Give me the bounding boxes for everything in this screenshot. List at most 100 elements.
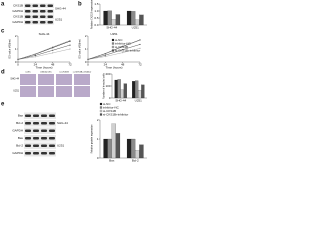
legend-swatch (99, 102, 103, 106)
bar (111, 19, 116, 26)
bar (138, 90, 142, 99)
y-tick-label: 2 (85, 34, 87, 38)
legend-label: si-NC (103, 102, 111, 106)
x-tick-label: 72 (138, 62, 142, 66)
line (87, 44, 141, 60)
y-tick-label: 0.5 (94, 16, 99, 20)
point (52, 49, 54, 51)
panel-letter: c (1, 29, 5, 35)
blot-band (25, 137, 31, 140)
blot-band (33, 137, 39, 140)
y-axis-label: Number of invaded cells (103, 72, 106, 98)
blot-band (49, 114, 55, 117)
y-tick-label: 0 (109, 96, 111, 100)
y-tick-label: 1.5 (94, 2, 99, 6)
blot-row-label: GAPDH (12, 9, 23, 13)
blot-strip (24, 142, 56, 149)
y-tick-label: 1 (85, 47, 87, 51)
point (122, 52, 124, 54)
panel-letter: e (1, 102, 5, 108)
legend-label: si-CKS1B (115, 45, 128, 49)
x-tick-label: U251 (132, 25, 140, 29)
blot-band (40, 10, 46, 13)
panel-letter: d (1, 70, 5, 76)
blot-band (41, 152, 47, 155)
y-tick-label: 1 (15, 47, 17, 51)
blot-band (47, 10, 53, 13)
blot-band (25, 122, 31, 125)
x-tick-label: 0 (87, 62, 89, 66)
point (52, 46, 54, 48)
bar (141, 84, 145, 99)
bar (139, 144, 144, 159)
y-tick-label: 2 (15, 34, 17, 38)
point (122, 49, 124, 51)
micrograph (38, 74, 54, 85)
x-tick-label: SHG-44 (106, 25, 117, 29)
micrograph (74, 86, 90, 97)
image-column-label: si-NC (25, 72, 31, 74)
x-tick-label: 0 (17, 62, 19, 66)
blot-band (49, 122, 55, 125)
blot-strip (24, 9, 54, 14)
blot-strip (24, 3, 54, 8)
blot-group-label: U251 (57, 144, 65, 148)
blot-band (40, 4, 46, 7)
point (34, 54, 36, 57)
panel-letter: a (1, 2, 5, 8)
blot-band (49, 144, 55, 147)
blot-group-label: SHG-44 (57, 121, 68, 125)
micrograph (20, 74, 36, 85)
point (69, 48, 71, 50)
blot-strip (24, 120, 56, 127)
chart-title: U251 (110, 32, 118, 36)
point (139, 43, 141, 46)
blot-strip (24, 127, 56, 134)
bar (135, 150, 140, 159)
blot-band (32, 4, 38, 7)
bar (131, 11, 136, 26)
legend-label: si-CKS1B+inhibitor (103, 112, 128, 116)
point (34, 56, 36, 58)
blot-band (25, 21, 31, 24)
line (17, 40, 71, 60)
x-tick-label: U251 (135, 98, 143, 102)
blot-band (47, 15, 53, 18)
blot-band (25, 10, 31, 13)
blot-band (32, 15, 38, 18)
point (104, 53, 106, 55)
blot-band (41, 129, 47, 132)
image-column-label: inhibitor-NC (40, 71, 52, 74)
bar (103, 138, 108, 159)
point (69, 39, 71, 42)
blot-group-label: U251 (55, 17, 63, 21)
x-tick-label: 72 (68, 62, 72, 66)
micrograph (56, 74, 72, 85)
legend-label: si-CKS1B+inhibitor (115, 48, 140, 52)
blot-band (25, 15, 31, 18)
line (87, 48, 141, 60)
legend-swatch (111, 42, 115, 45)
panel-letter: b (78, 2, 82, 8)
bar (107, 10, 112, 26)
legend-label: inhibitor-NC (103, 105, 120, 109)
x-tick-label: 48 (121, 62, 125, 66)
point (17, 58, 19, 61)
bar (131, 138, 136, 159)
legend-label: inhibitor-NC (115, 41, 132, 45)
point (52, 52, 54, 54)
blot-band (41, 114, 47, 117)
blot-band (40, 21, 46, 24)
blot-band (25, 4, 31, 7)
blot-band (25, 144, 31, 147)
y-axis-label: Relative CKS1B expression (91, 0, 94, 29)
image-row-label: SHG-44 (10, 78, 19, 81)
blot-row-label: Bcl-2 (16, 144, 23, 148)
bar (111, 123, 116, 159)
blot-band (41, 122, 47, 125)
blot-row-label: Bax (18, 114, 24, 118)
bar (132, 81, 136, 99)
bar (139, 14, 144, 26)
blot-band (25, 152, 31, 155)
blot-row-label: GAPDH (12, 129, 23, 133)
